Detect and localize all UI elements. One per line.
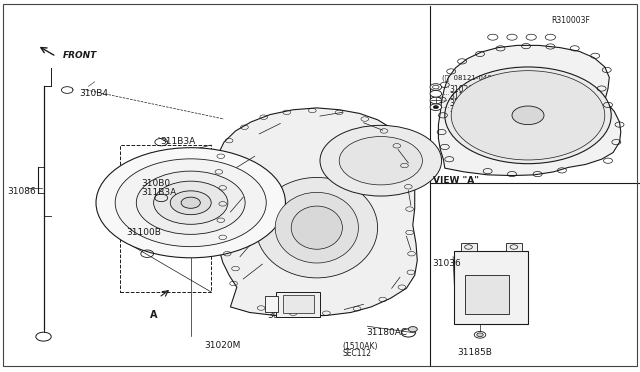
Text: 31100B: 31100B [127,228,161,237]
Text: 311B3A: 311B3A [160,137,195,145]
Circle shape [512,106,544,125]
Circle shape [181,197,200,208]
Circle shape [408,327,417,332]
Text: R310003F: R310003F [552,16,591,25]
Circle shape [430,90,442,97]
Circle shape [170,191,211,215]
Text: (1510AK): (1510AK) [342,342,378,351]
Ellipse shape [291,206,342,249]
Circle shape [96,148,285,258]
Text: 31180AC: 31180AC [366,328,407,337]
Bar [265,296,278,312]
Bar [276,292,320,317]
Ellipse shape [256,177,378,278]
Text: (Ⓑ  08121-0401E): (Ⓑ 08121-0401E) [442,74,503,81]
Text: VIEW "A": VIEW "A" [433,176,479,185]
Text: 30429Y: 30429Y [268,311,301,320]
Bar [506,243,522,251]
Bar [454,251,528,324]
Circle shape [430,97,442,104]
Circle shape [154,181,228,224]
Circle shape [430,84,442,90]
Bar [120,145,211,292]
Polygon shape [438,45,621,176]
Text: SEC112: SEC112 [342,349,371,358]
Circle shape [115,159,266,247]
Text: 311B0AA: 311B0AA [449,99,484,108]
Text: 31020AA: 31020AA [449,85,484,94]
Text: 31036: 31036 [433,259,461,267]
Text: 31185B: 31185B [457,348,492,357]
Text: 311B0A: 311B0A [449,105,479,114]
Circle shape [433,106,438,109]
Text: 311B0AB: 311B0AB [449,92,484,101]
Circle shape [320,125,442,196]
Circle shape [477,333,483,337]
Text: 310B0: 310B0 [141,179,170,187]
Text: 311B3A: 311B3A [141,188,176,197]
Bar [465,275,509,314]
Circle shape [451,71,605,160]
Polygon shape [216,108,417,316]
Bar [461,243,477,251]
Text: A: A [150,310,158,320]
Bar [283,295,314,313]
Circle shape [339,137,422,185]
Text: 310B4: 310B4 [79,89,108,98]
Ellipse shape [275,192,358,263]
Text: 31086: 31086 [8,187,36,196]
Circle shape [445,67,611,164]
Text: FRONT: FRONT [63,51,97,60]
Text: 31020M: 31020M [205,341,241,350]
Circle shape [430,104,442,110]
Circle shape [136,171,245,234]
